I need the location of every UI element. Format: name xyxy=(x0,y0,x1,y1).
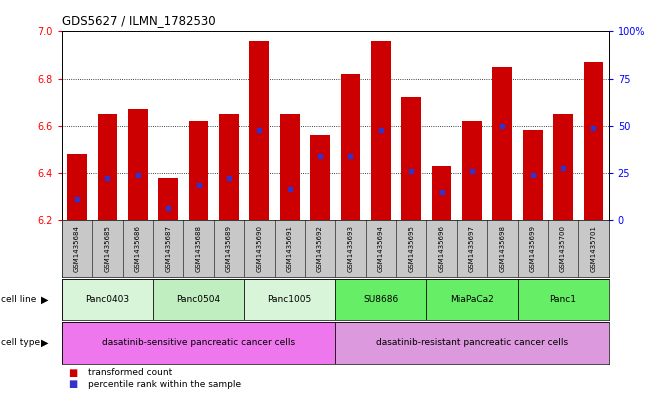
Bar xyxy=(189,121,208,220)
Bar xyxy=(128,109,148,220)
Bar xyxy=(432,166,452,220)
Text: GSM1435692: GSM1435692 xyxy=(317,225,323,272)
Text: percentile rank within the sample: percentile rank within the sample xyxy=(88,380,241,389)
Text: GDS5627 / ILMN_1782530: GDS5627 / ILMN_1782530 xyxy=(62,14,215,27)
Bar xyxy=(219,114,239,220)
Bar xyxy=(280,114,299,220)
Bar xyxy=(62,279,153,320)
Text: MiaPaCa2: MiaPaCa2 xyxy=(450,295,494,304)
Text: GSM1435689: GSM1435689 xyxy=(226,225,232,272)
Text: GSM1435701: GSM1435701 xyxy=(590,225,596,272)
Text: GSM1435686: GSM1435686 xyxy=(135,225,141,272)
Text: dasatinib-resistant pancreatic cancer cells: dasatinib-resistant pancreatic cancer ce… xyxy=(376,338,568,347)
Bar xyxy=(340,74,361,220)
Text: ▶: ▶ xyxy=(40,338,48,348)
Text: ■: ■ xyxy=(68,367,77,378)
Bar xyxy=(67,154,87,220)
Text: GSM1435699: GSM1435699 xyxy=(530,225,536,272)
Bar xyxy=(158,178,178,220)
Bar xyxy=(462,121,482,220)
Text: ■: ■ xyxy=(68,379,77,389)
Text: GSM1435690: GSM1435690 xyxy=(256,225,262,272)
Text: GSM1435693: GSM1435693 xyxy=(348,225,353,272)
Bar xyxy=(62,322,335,364)
Text: dasatinib-sensitive pancreatic cancer cells: dasatinib-sensitive pancreatic cancer ce… xyxy=(102,338,295,347)
Text: GSM1435694: GSM1435694 xyxy=(378,225,384,272)
Text: transformed count: transformed count xyxy=(88,368,172,377)
Text: GSM1435691: GSM1435691 xyxy=(286,225,293,272)
Bar xyxy=(249,41,270,220)
Bar xyxy=(523,130,542,220)
Text: ▶: ▶ xyxy=(40,295,48,305)
Bar xyxy=(335,322,609,364)
Text: Panc0504: Panc0504 xyxy=(176,295,221,304)
Bar xyxy=(492,67,512,220)
Bar xyxy=(335,279,426,320)
Bar xyxy=(553,114,573,220)
Text: GSM1435688: GSM1435688 xyxy=(195,225,202,272)
Text: GSM1435685: GSM1435685 xyxy=(104,225,111,272)
Text: GSM1435695: GSM1435695 xyxy=(408,225,414,272)
Bar xyxy=(371,41,391,220)
Bar xyxy=(583,62,603,220)
Bar xyxy=(518,279,609,320)
Text: GSM1435700: GSM1435700 xyxy=(560,225,566,272)
Text: cell line: cell line xyxy=(1,295,36,304)
Text: GSM1435698: GSM1435698 xyxy=(499,225,505,272)
Bar xyxy=(244,279,335,320)
Text: Panc1: Panc1 xyxy=(549,295,577,304)
Bar xyxy=(98,114,117,220)
Text: GSM1435696: GSM1435696 xyxy=(439,225,445,272)
Bar xyxy=(311,135,330,220)
Text: GSM1435684: GSM1435684 xyxy=(74,225,80,272)
Bar xyxy=(153,279,244,320)
Text: GSM1435697: GSM1435697 xyxy=(469,225,475,272)
Text: SU8686: SU8686 xyxy=(363,295,398,304)
Bar xyxy=(401,97,421,220)
Bar xyxy=(426,279,518,320)
Text: Panc1005: Panc1005 xyxy=(268,295,312,304)
Text: GSM1435687: GSM1435687 xyxy=(165,225,171,272)
Text: Panc0403: Panc0403 xyxy=(85,295,130,304)
Text: cell type: cell type xyxy=(1,338,40,347)
